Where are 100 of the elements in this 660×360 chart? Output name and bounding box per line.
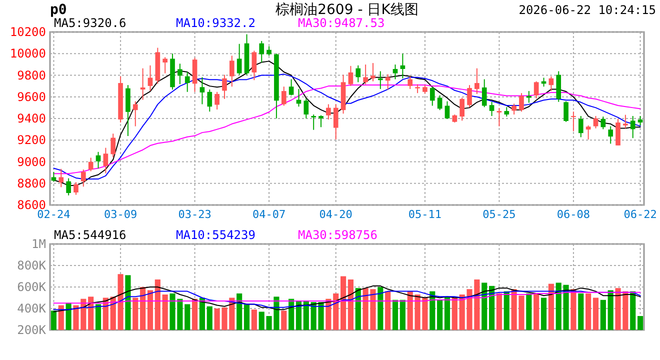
candlestick <box>363 64 368 85</box>
candlestick <box>482 78 487 108</box>
y-tick-label: 9000 <box>17 154 46 169</box>
candlestick <box>140 68 146 100</box>
candlestick <box>88 157 94 172</box>
x-tick-label: 04-20 <box>319 208 352 221</box>
candlestick <box>534 80 539 99</box>
candlestick <box>608 126 613 144</box>
text: MA30:598756 <box>298 228 378 242</box>
candlestick <box>378 70 383 90</box>
y-tick-label: 1M <box>32 237 46 251</box>
candlestick <box>162 56 168 74</box>
candlestick <box>408 76 413 90</box>
candlestick <box>616 118 620 146</box>
candlestick <box>178 63 182 85</box>
candlestick <box>430 86 435 106</box>
y-tick-label: 600K <box>17 280 47 294</box>
text: 2026-06-22 10:24:15 <box>518 3 656 17</box>
candlestick <box>252 50 257 81</box>
text: p0 <box>50 2 67 18</box>
candlestick <box>266 46 272 56</box>
y-tick-label: 200K <box>17 323 47 337</box>
candlestick <box>496 108 502 127</box>
y-tick-label: 9800 <box>17 68 46 82</box>
candlestick <box>370 62 376 82</box>
text: MA5:9320.6 <box>54 16 126 30</box>
y-tick-label: 9200 <box>17 133 46 148</box>
text: MA10:554239 <box>176 228 256 242</box>
candlestick <box>460 97 464 122</box>
candlestick <box>623 114 628 129</box>
candlestick <box>348 65 354 86</box>
line-series <box>53 285 641 312</box>
y-tick-label: 9600 <box>17 90 46 104</box>
candlestick <box>81 169 86 188</box>
chart-title: 棕榈油2609 - 日K线图 <box>276 2 418 18</box>
candlestick <box>207 89 212 112</box>
candlestick <box>132 100 138 127</box>
candlestick <box>526 90 532 104</box>
candlestick <box>474 68 480 94</box>
candlestick <box>236 43 242 76</box>
y-tick-label: 800K <box>17 258 47 272</box>
candlestick <box>437 94 442 111</box>
line-series <box>53 290 641 310</box>
candlestick <box>392 64 398 80</box>
candlestick <box>126 84 130 137</box>
candlestick <box>600 116 606 130</box>
candlestick <box>489 101 494 117</box>
candlestick <box>74 182 78 196</box>
candlestick <box>564 100 568 122</box>
x-tick-label: 03-09 <box>104 208 138 221</box>
candlestick <box>110 133 116 158</box>
candlestick <box>504 106 510 118</box>
candlestick <box>103 147 108 174</box>
candlestick <box>356 64 361 83</box>
text: MA5:544916 <box>54 228 126 242</box>
candlestick <box>519 92 524 112</box>
text: MA10:9332.2 <box>176 16 256 30</box>
candlestick <box>66 178 71 196</box>
x-tick-label: 05-25 <box>482 208 516 221</box>
candlestick <box>326 104 331 120</box>
candlestick <box>630 116 636 139</box>
candlestick <box>512 103 516 115</box>
candlestick <box>222 74 227 100</box>
candlestick <box>444 100 450 120</box>
candlestick <box>385 74 390 90</box>
x-tick-label: 06-08 <box>556 208 590 221</box>
x-tick-label: 05-11 <box>408 208 442 221</box>
candlestick <box>400 53 406 79</box>
candlestick <box>467 84 472 108</box>
candlestick <box>333 104 338 140</box>
candlestick <box>214 91 220 110</box>
candlestick <box>304 98 309 119</box>
text: MA30:9487.53 <box>298 16 385 30</box>
x-tick-label: 04-07 <box>252 208 286 221</box>
candlestick <box>184 71 190 92</box>
candlestick <box>318 114 324 128</box>
candlestick <box>288 78 294 96</box>
y-tick-label: 10000 <box>10 46 46 61</box>
candlestick <box>311 114 316 130</box>
candlestick <box>586 124 591 140</box>
candlestick <box>578 116 584 138</box>
candlestick <box>230 55 234 88</box>
y-tick-label: 400K <box>17 302 47 316</box>
candlestick <box>51 171 56 182</box>
x-tick-label: 06-22 <box>624 208 657 221</box>
x-tick-label: 03-23 <box>178 208 212 221</box>
candlestick <box>281 86 286 106</box>
candlestick <box>593 116 598 129</box>
y-tick-label: 10200 <box>10 25 46 39</box>
candlestick <box>58 168 64 188</box>
y-tick-label: 8800 <box>17 176 46 190</box>
candlestick <box>548 76 554 92</box>
candlestick <box>148 64 153 92</box>
y-tick-label: 9400 <box>17 112 46 126</box>
candlestick <box>200 76 205 105</box>
candlestick <box>638 116 643 126</box>
candlestick <box>259 40 264 63</box>
x-tick-label: 02-24 <box>37 208 71 221</box>
line-series <box>53 292 641 304</box>
candlestick <box>571 111 576 132</box>
